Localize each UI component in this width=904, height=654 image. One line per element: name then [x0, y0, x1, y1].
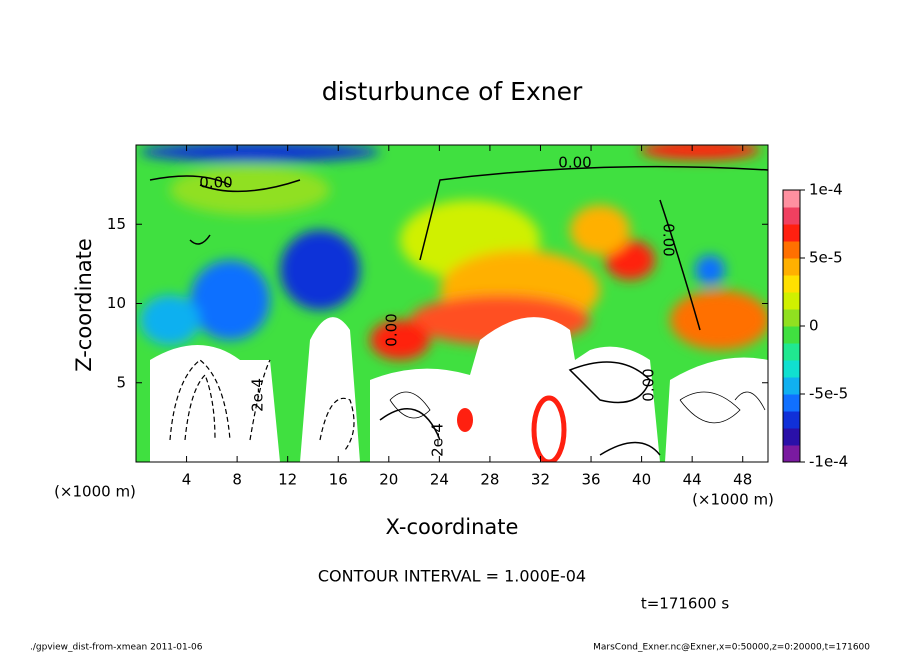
- chart-title: disturbunce of Exner: [322, 77, 583, 106]
- x-tick-label: 24: [430, 471, 449, 489]
- colorbar-segment: [783, 224, 800, 242]
- colorbar-tick-label: 1e-4: [809, 181, 843, 199]
- colorbar-segment: [783, 241, 800, 259]
- colorbar-segment: [783, 445, 800, 463]
- x-tick-label: 32: [531, 471, 550, 489]
- colorbar-segment: [783, 207, 800, 225]
- footer-right: MarsCond_Exner.nc@Exner,x=0:50000,z=0:20…: [593, 643, 870, 653]
- contour-label: 0.00: [199, 174, 232, 192]
- contour-label: 2e-4: [249, 378, 267, 412]
- y-tick-label: 5: [116, 373, 126, 391]
- colorbar-segment: [783, 326, 800, 344]
- field: [136, 145, 768, 462]
- colorbar-segment: [783, 428, 800, 446]
- colorbar-segment: [783, 275, 800, 293]
- contour-label: 0.00: [558, 154, 591, 172]
- time-label: t=171600 s: [641, 595, 729, 613]
- colorbar-segment: [783, 258, 800, 276]
- contour-label: 2e-4: [429, 423, 447, 457]
- x-tick-label: 40: [632, 471, 651, 489]
- x-tick-label: 20: [379, 471, 398, 489]
- x-tick-label: 28: [480, 471, 499, 489]
- footer-left: ./gpview_dist-from-xmean 2011-01-06: [30, 643, 203, 653]
- colorbar-segment: [783, 394, 800, 412]
- colorbar-segment: [783, 190, 800, 208]
- x-unit: (×1000 m): [692, 491, 774, 509]
- colorbar-tick-label: -5e-5: [809, 385, 848, 403]
- x-tick-label: 36: [581, 471, 600, 489]
- x-axis-label: X-coordinate: [386, 515, 519, 539]
- contour-label: 0.00: [640, 368, 658, 401]
- x-tick-label: 12: [278, 471, 297, 489]
- x-tick-label: 48: [733, 471, 752, 489]
- x-tick-label: 4: [182, 471, 192, 489]
- contour-interval: CONTOUR INTERVAL = 1.000E-04: [318, 567, 586, 586]
- x-tick-label: 44: [683, 471, 702, 489]
- y-tick-label: 15: [107, 215, 126, 233]
- x-tick-label: 16: [329, 471, 348, 489]
- colorbar-segment: [783, 292, 800, 310]
- colorbar-segment: [783, 309, 800, 327]
- colorbar-tick-label: -1e-4: [809, 453, 848, 471]
- colorbar-segment: [783, 377, 800, 395]
- colorbar-tick-label: 5e-5: [809, 249, 843, 267]
- contour-label: 0.00: [660, 223, 678, 256]
- colorbar-segment: [783, 360, 800, 378]
- x-tick-label: 8: [232, 471, 242, 489]
- y-tick-label: 10: [107, 294, 126, 312]
- colorbar-segment: [783, 343, 800, 361]
- colorbar-tick-label: 0: [809, 317, 819, 335]
- colorbar-segment: [783, 411, 800, 429]
- y-axis-label: Z-coordinate: [72, 238, 96, 372]
- y-unit: (×1000 m): [54, 483, 136, 501]
- contour-label: 0.00: [383, 313, 401, 346]
